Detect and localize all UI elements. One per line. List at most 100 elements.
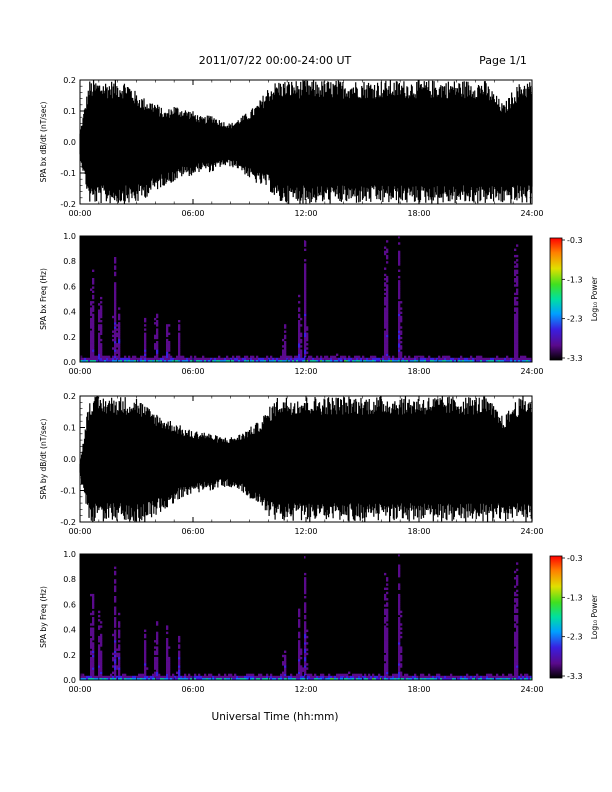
spectrogram-cell — [112, 355, 115, 359]
spectrogram-cell — [384, 654, 387, 658]
spectrogram-cell — [298, 673, 301, 677]
spectrogram-cell — [360, 359, 363, 363]
spectrogram-cell — [462, 359, 465, 363]
spectrogram-cell — [516, 265, 519, 268]
spectrogram-cell — [458, 359, 461, 363]
spectrogram-cell — [268, 675, 271, 679]
spectrogram-cell — [122, 677, 125, 681]
spectrogram-cell — [100, 311, 103, 314]
spectrogram-cell — [178, 357, 181, 361]
x-tick-label: 18:00 — [407, 367, 430, 376]
spectrogram-cell — [398, 332, 401, 335]
spectrogram-cell — [118, 341, 121, 344]
spectrogram-cell — [324, 357, 327, 361]
spectrogram-cell — [400, 659, 403, 662]
spectrogram-cell — [384, 638, 387, 641]
spectrogram-cell — [516, 656, 519, 660]
spectrogram-cell — [98, 671, 101, 674]
spectrogram-cell — [126, 359, 129, 363]
spectrogram-cell — [266, 673, 269, 677]
spectrogram-cell — [92, 341, 95, 344]
spectrogram-cell — [516, 296, 519, 300]
spectrogram-cell — [374, 677, 377, 681]
spectrogram-cell — [166, 652, 169, 656]
spectrogram-cell — [322, 357, 325, 361]
spectrogram-cell — [90, 661, 93, 664]
y-tick-label: 0.4 — [63, 308, 76, 317]
spectrogram-cell — [480, 675, 483, 679]
spectrogram-cell — [98, 332, 101, 335]
spectrogram-cell — [166, 650, 169, 653]
spectrogram-cell — [138, 357, 141, 361]
spectrogram-cell — [198, 359, 201, 363]
spectrogram-cell — [154, 343, 157, 346]
spectrogram-cell — [496, 359, 499, 363]
spectrogram-cell — [304, 347, 307, 350]
spectrogram-cells — [80, 554, 533, 681]
spectrogram-cell — [144, 633, 147, 637]
spectrogram-cell — [114, 349, 117, 352]
spectrogram-cell — [184, 677, 187, 681]
spectrogram-cell — [92, 671, 95, 674]
spectrogram-cell — [98, 351, 101, 354]
spectrogram-cell — [156, 334, 159, 338]
colorbar-label: Log₁₀ Power — [590, 276, 599, 321]
spectrogram-cell — [130, 677, 133, 681]
spectrogram-cell — [110, 675, 113, 679]
spectrogram-cell — [114, 315, 117, 319]
spectrogram-cell — [106, 359, 109, 363]
spectrogram-cell — [344, 675, 347, 679]
spectrogram-cell — [178, 654, 181, 658]
spectrogram-cell — [386, 355, 389, 359]
spectrogram-cell — [386, 332, 389, 335]
spectrogram-cell — [198, 357, 201, 361]
spectrogram-cell — [178, 353, 181, 356]
spectrogram-cell — [160, 357, 163, 361]
spectrogram-cell — [378, 673, 381, 677]
spectrogram-cell — [502, 359, 505, 363]
spectrogram-cell — [104, 357, 107, 361]
spectrogram-cell — [220, 677, 223, 681]
spectrogram-cell — [218, 357, 221, 361]
spectrogram-cell — [304, 669, 307, 672]
spectrogram-cell — [514, 355, 517, 359]
spectrogram-cell — [480, 677, 483, 681]
spectrogram-cell — [384, 642, 387, 645]
spectrogram-cell — [98, 345, 101, 348]
spectrogram-cell — [114, 301, 117, 304]
spectrogram-cell — [302, 667, 305, 670]
spectrogram-cell — [350, 357, 353, 361]
spectrogram-cell — [298, 663, 301, 666]
spectrogram-cell — [398, 610, 401, 614]
spectrogram-cell — [304, 359, 307, 363]
spectrogram-cell — [102, 677, 105, 681]
spectrogram-cell — [92, 654, 95, 658]
spectrogram-cell — [92, 644, 95, 647]
spectrogram-cell — [390, 675, 393, 679]
spectrogram-cell — [400, 341, 403, 344]
spectrogram-cell — [368, 675, 371, 679]
spectrogram-cell — [420, 355, 423, 359]
spectrogram-cell — [288, 357, 291, 361]
spectrogram-cell — [372, 673, 375, 677]
spectrogram-cell — [224, 359, 227, 363]
spectrogram-cell — [514, 654, 517, 658]
spectrogram-cell — [384, 669, 387, 672]
spectrogram-cell — [138, 359, 141, 363]
spectrogram-cell — [416, 357, 419, 361]
spectrogram-cell — [386, 311, 389, 314]
spectrogram-cell — [92, 309, 95, 312]
spectrogram-cell — [508, 357, 511, 361]
spectrogram-cell — [442, 677, 445, 681]
spectrogram-cell — [378, 675, 381, 679]
spectrogram-cell — [400, 614, 403, 618]
spectrogram-cell — [90, 317, 93, 321]
spectrogram-cell — [312, 677, 315, 681]
spectrogram-cell — [518, 357, 521, 361]
spectrogram-cell — [306, 642, 309, 645]
spectrogram-cell — [356, 357, 359, 361]
spectrogram-cell — [298, 347, 301, 350]
spectrogram-cell — [178, 347, 181, 350]
spectrogram-cell — [230, 675, 233, 679]
